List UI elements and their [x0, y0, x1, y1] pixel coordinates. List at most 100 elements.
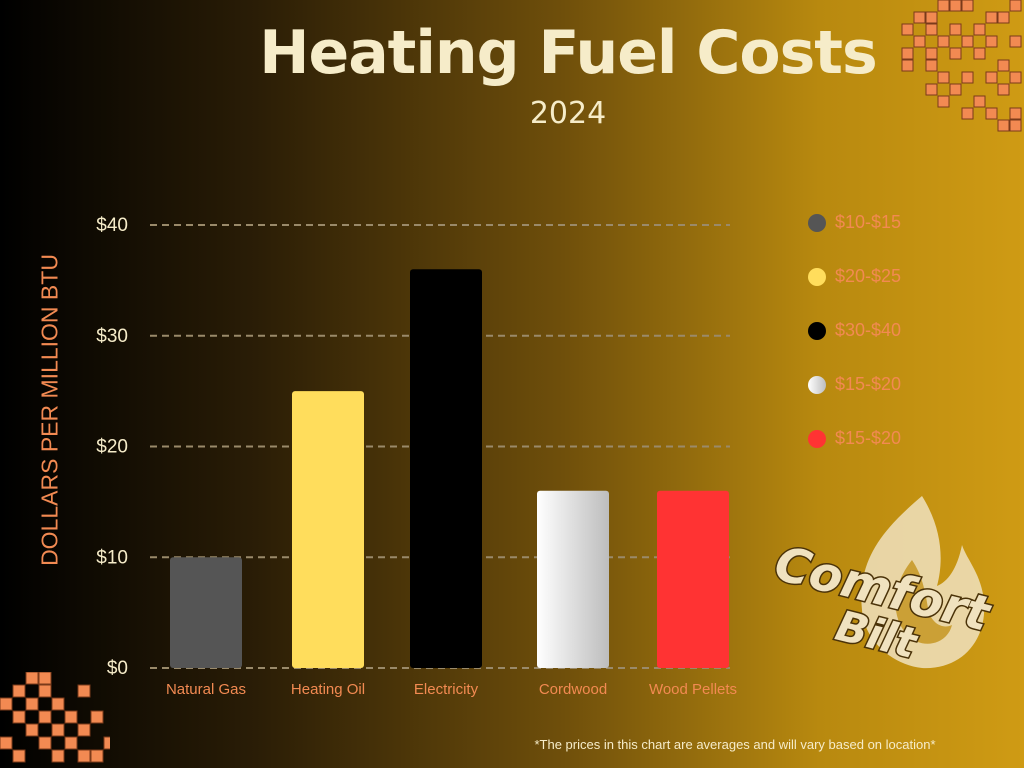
- bar-electricity: [410, 269, 482, 668]
- footnote: *The prices in this chart are averages a…: [534, 737, 936, 752]
- pixel-square: [90, 749, 104, 763]
- pixel-square: [949, 47, 962, 60]
- pixel-square: [51, 723, 65, 737]
- pixel-square: [925, 47, 938, 60]
- pixel-square: [997, 59, 1010, 72]
- pixel-square: [937, 0, 950, 12]
- pixel-square: [25, 697, 39, 711]
- pixel-square: [1009, 107, 1022, 120]
- x-tick-label: Wood Pellets: [649, 681, 737, 698]
- legend-item: $30-$40: [808, 318, 988, 342]
- pixel-pattern-top-right: [901, 0, 1022, 132]
- comfort-bilt-logo: Comfort Bilt: [768, 496, 999, 670]
- pixel-square: [103, 736, 110, 750]
- pixel-square: [985, 71, 998, 84]
- legend-item: $10-$15: [808, 210, 988, 234]
- pixel-square: [937, 35, 950, 48]
- pixel-square: [949, 0, 962, 12]
- pixel-square: [973, 95, 986, 108]
- pixel-square: [12, 710, 26, 724]
- pixel-square: [38, 684, 52, 698]
- pixel-square: [997, 119, 1010, 132]
- pixel-square: [0, 736, 13, 750]
- y-tick-labels: $0 $10 $20 $30 $40: [96, 215, 128, 679]
- pixel-square: [25, 672, 39, 685]
- bars: [170, 269, 729, 668]
- pixel-square: [901, 59, 914, 72]
- pixel-square: [997, 83, 1010, 96]
- pixel-square: [1009, 0, 1022, 12]
- pixel-square: [937, 71, 950, 84]
- pixel-square: [77, 723, 91, 737]
- pixel-square: [937, 95, 950, 108]
- pixel-square: [25, 723, 39, 737]
- pixel-square: [12, 684, 26, 698]
- x-tick-label: Natural Gas: [166, 681, 246, 698]
- chart-subtitle: 2024: [529, 96, 607, 131]
- pixel-square: [961, 35, 974, 48]
- pixel-square: [997, 11, 1010, 24]
- pixel-square: [1009, 35, 1022, 48]
- bar-cordwood: [537, 490, 609, 668]
- pixel-square: [961, 107, 974, 120]
- legend-item: $15-$20: [808, 372, 988, 396]
- pixel-square: [77, 749, 91, 763]
- legend-swatch: [808, 268, 826, 286]
- pixel-square: [90, 710, 104, 724]
- y-tick-label: $20: [96, 437, 128, 458]
- pixel-square: [973, 47, 986, 60]
- legend-item: $15-$20: [808, 426, 988, 450]
- pixel-square: [77, 684, 91, 698]
- pixel-square: [64, 736, 78, 750]
- pixel-square: [973, 23, 986, 36]
- legend-label: $10-$15: [835, 212, 902, 232]
- legend-swatch: [808, 214, 826, 232]
- pixel-square: [961, 0, 974, 12]
- pixel-square: [38, 672, 52, 685]
- flame-icon: [861, 496, 985, 669]
- y-tick-label: $10: [96, 547, 128, 568]
- pixel-square: [925, 59, 938, 72]
- pixel-pattern-bottom-left: [0, 672, 110, 763]
- legend-swatch: [808, 430, 826, 448]
- legend-label: $20-$25: [835, 266, 902, 286]
- x-tick-labels: Natural Gas Heating Oil Electricity Cordwoo…: [166, 681, 737, 698]
- y-tick-label: $0: [107, 658, 128, 679]
- pixel-square: [901, 47, 914, 60]
- bar-heating-oil: [292, 391, 364, 668]
- legend-label: $30-$40: [835, 320, 902, 340]
- pixel-square: [949, 23, 962, 36]
- bar-natural-gas: [170, 557, 242, 668]
- bar-wood-pellets: [657, 490, 729, 668]
- pixel-square: [949, 83, 962, 96]
- pixel-square: [925, 11, 938, 24]
- pixel-square: [925, 23, 938, 36]
- pixel-square: [985, 35, 998, 48]
- pixel-square: [51, 697, 65, 711]
- x-tick-label: Electricity: [414, 681, 479, 698]
- pixel-square: [51, 749, 65, 763]
- pixel-square: [64, 710, 78, 724]
- y-tick-label: $30: [96, 326, 128, 347]
- pixel-square: [961, 71, 974, 84]
- pixel-square: [38, 736, 52, 750]
- pixel-square: [0, 697, 13, 711]
- pixel-square: [925, 83, 938, 96]
- pixel-square: [38, 710, 52, 724]
- y-tick-label: $40: [96, 215, 128, 236]
- pixel-square: [901, 23, 914, 36]
- legend-swatch: [808, 376, 826, 394]
- chart-title: Heating Fuel Costs: [259, 18, 877, 88]
- pixel-square: [913, 35, 926, 48]
- x-tick-label: Heating Oil: [291, 681, 365, 698]
- pixel-square: [985, 11, 998, 24]
- legend-label: $15-$20: [835, 428, 902, 448]
- x-tick-label: Cordwood: [539, 681, 607, 698]
- legend-swatch: [808, 322, 826, 340]
- legend-item: $20-$25: [808, 264, 988, 288]
- pixel-square: [1009, 71, 1022, 84]
- pixel-square: [913, 11, 926, 24]
- legend-label: $15-$20: [835, 374, 902, 394]
- pixel-square: [1009, 119, 1022, 132]
